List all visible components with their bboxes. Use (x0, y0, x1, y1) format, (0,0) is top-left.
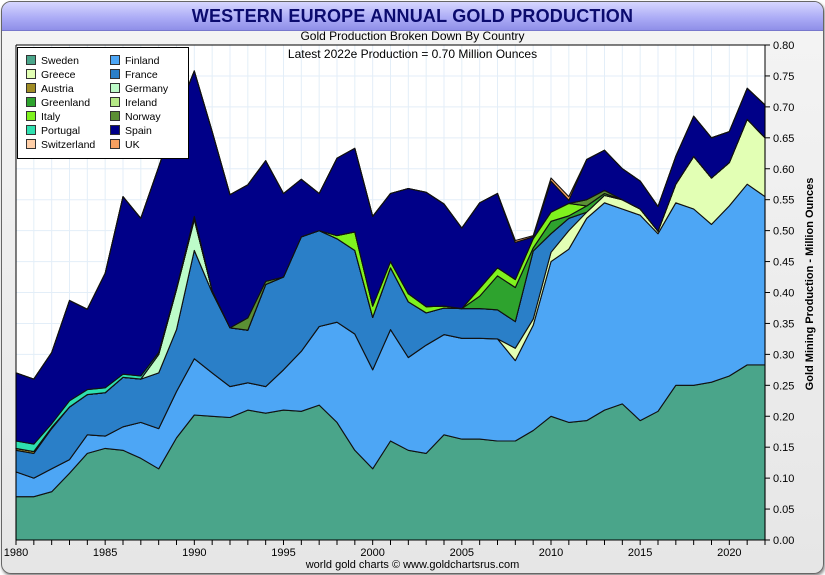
y-tick-label: 0.10 (773, 473, 794, 485)
legend-item: Sweden (26, 54, 79, 68)
legend-swatch (110, 83, 120, 93)
y-tick-label: 0.00 (773, 535, 794, 547)
legend-label: Finland (125, 55, 160, 67)
y-tick-label: 0.65 (773, 133, 794, 145)
x-tick-label: 2015 (628, 547, 652, 559)
legend-item: Norway (110, 110, 161, 124)
title-bar: WESTERN EUROPE ANNUAL GOLD PRODUCTION (2, 2, 823, 31)
legend-item: Greece (26, 68, 75, 82)
y-tick-label: 0.30 (773, 349, 794, 361)
legend-label: Norway (125, 111, 161, 123)
x-tick-label: 1985 (93, 547, 117, 559)
y-tick-label: 0.05 (773, 504, 794, 516)
x-tick-label: 1990 (182, 547, 206, 559)
legend-swatch (26, 125, 36, 135)
x-tick-label: 2010 (539, 547, 563, 559)
legend-swatch (26, 69, 36, 79)
legend-label: Portugal (41, 125, 81, 137)
legend-swatch (26, 83, 36, 93)
axes: 0.00 0.05 0.10 0.15 0.20 0.25 0.30 0.35 0.40 0.45… (4, 40, 795, 559)
credit-text: world gold charts © www.goldchartsrus.co… (305, 559, 520, 571)
legend-item: Germany (110, 82, 168, 96)
legend-label: France (125, 69, 158, 81)
legend-label: Sweden (41, 55, 79, 67)
legend-swatch (110, 55, 120, 65)
x-tick-label: 1995 (271, 547, 295, 559)
legend: Sweden Finland Greece France Austria Germany G… (17, 47, 189, 159)
x-tick-label: 2005 (450, 547, 474, 559)
legend-item: France (110, 68, 158, 82)
y-tick-label: 0.55 (773, 195, 794, 207)
legend-label: Spain (125, 125, 152, 137)
x-tick-label: 2020 (717, 547, 741, 559)
y-tick-label: 0.35 (773, 318, 794, 330)
legend-swatch (26, 97, 36, 107)
x-tick-label: 2000 (360, 547, 384, 559)
y-tick-label: 0.75 (773, 71, 794, 83)
legend-swatch (26, 139, 36, 149)
legend-label: Ireland (125, 97, 158, 109)
x-tick-label: 1980 (4, 547, 28, 559)
y-axis-label: Gold Mining Production - Million Ounces (804, 177, 816, 391)
legend-label: Greenland (41, 97, 91, 109)
legend-label: Austria (41, 83, 74, 95)
legend-item: Finland (110, 54, 159, 68)
legend-swatch (26, 55, 36, 65)
legend-swatch (110, 111, 120, 121)
legend-swatch (26, 111, 36, 121)
y-tick-label: 0.80 (773, 40, 794, 52)
legend-swatch (110, 69, 120, 79)
legend-swatch (110, 139, 120, 149)
legend-label: Italy (41, 111, 61, 123)
y-tick-label: 0.50 (773, 226, 794, 238)
y-tick-label: 0.20 (773, 411, 794, 423)
legend-item: Italy (26, 110, 60, 124)
legend-label: Switzerland (41, 139, 96, 151)
legend-label: UK (125, 139, 140, 151)
y-tick-label: 0.45 (773, 257, 794, 269)
legend-item: Austria (26, 82, 74, 96)
legend-swatch (110, 125, 120, 135)
y-tick-label: 0.60 (773, 164, 794, 176)
legend-item: Greenland (26, 96, 90, 110)
legend-item: UK (110, 138, 140, 152)
legend-item: Ireland (110, 96, 157, 110)
legend-item: Switzerland (26, 138, 95, 152)
legend-swatch (110, 97, 120, 107)
y-tick-label: 0.70 (773, 102, 794, 114)
chart-title: WESTERN EUROPE ANNUAL GOLD PRODUCTION (191, 6, 634, 26)
legend-item: Portugal (26, 124, 80, 138)
y-tick-label: 0.15 (773, 442, 794, 454)
legend-label: Greece (41, 69, 76, 81)
area-layers (15, 70, 766, 541)
legend-label: Germany (125, 83, 169, 95)
legend-item: Spain (110, 124, 152, 138)
y-tick-label: 0.40 (773, 288, 794, 300)
y-tick-label: 0.25 (773, 380, 794, 392)
